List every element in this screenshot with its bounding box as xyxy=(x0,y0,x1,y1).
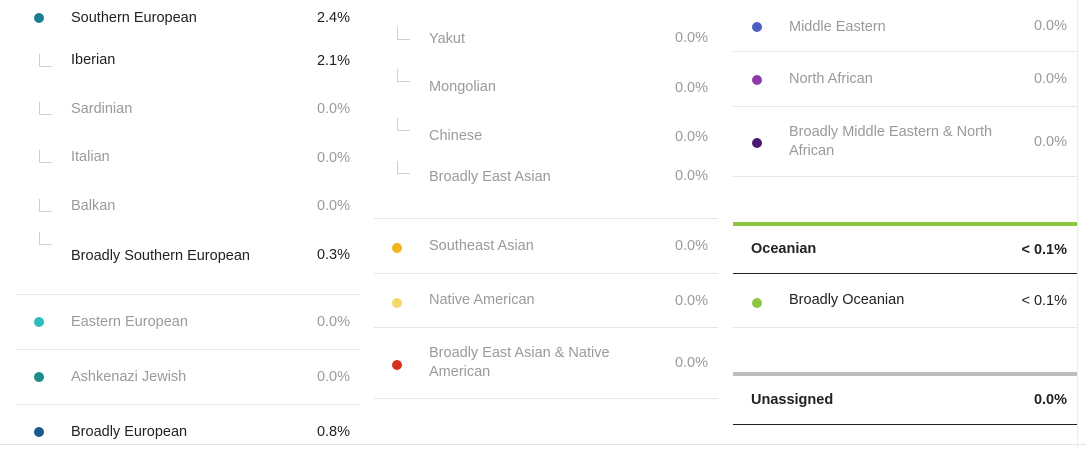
ancestry-row-north-african[interactable]: North African 0.0% xyxy=(733,52,1077,107)
ancestry-column-3: Middle Eastern 0.0% North African 0.0% B… xyxy=(733,0,1077,425)
row-percentage: 0.3% xyxy=(316,247,350,263)
spacer xyxy=(733,177,1077,222)
spacer xyxy=(733,328,1077,372)
ancestry-row-chinese[interactable]: Chinese 0.0% xyxy=(374,112,718,161)
row-percentage: 0.0% xyxy=(316,149,350,166)
row-percentage: 2.1% xyxy=(316,52,350,69)
tree-branch-icon xyxy=(39,54,52,67)
ancestry-row-middle-eastern[interactable]: Middle Eastern 0.0% xyxy=(733,0,1077,52)
tree-branch-icon xyxy=(397,27,410,40)
ancestry-column-1: Southern European 2.4% Iberian 2.1% Sard… xyxy=(16,0,360,459)
broadly-middle-eastern-north-african-color-dot xyxy=(752,138,762,148)
tree-branch-icon xyxy=(39,232,52,245)
row-percentage: 0.0% xyxy=(316,369,350,385)
row-label: Yakut xyxy=(429,31,466,47)
ashkenazi-jewish-color-dot xyxy=(34,372,44,382)
north-african-color-dot xyxy=(752,75,762,85)
eastern-european-color-dot xyxy=(34,317,44,327)
row-percentage: 0.0% xyxy=(674,30,708,46)
region-percentage: 0.0% xyxy=(1033,392,1067,408)
ancestry-row-iberian[interactable]: Iberian 2.1% xyxy=(16,36,360,85)
broadly-east-asian-native-american-color-dot xyxy=(392,360,402,370)
region-header-oceanian[interactable]: Oceanian < 0.1% xyxy=(733,226,1077,274)
row-percentage: 0.0% xyxy=(1033,71,1067,87)
row-label: North African xyxy=(789,70,873,87)
row-label: Broadly Southern European xyxy=(71,248,250,264)
broadly-european-color-dot xyxy=(34,427,44,437)
oceanian-region-rule xyxy=(733,222,1077,226)
region-percentage: < 0.1% xyxy=(1021,241,1067,258)
row-label: Broadly Middle Eastern & North African xyxy=(789,123,993,159)
tree-branch-icon xyxy=(39,150,52,163)
row-label: Broadly East Asian & Native American xyxy=(429,345,610,380)
broadly-oceanian-color-dot xyxy=(752,298,762,308)
row-label: Eastern European xyxy=(71,313,188,330)
ancestry-row-italian[interactable]: Italian 0.0% xyxy=(16,133,360,182)
row-percentage: 0.0% xyxy=(674,168,708,184)
row-label: Ashkenazi Jewish xyxy=(71,368,187,385)
southern-european-color-dot xyxy=(34,13,44,23)
ancestry-column-2: Yakut 0.0% Mongolian 0.0% Chinese 0.0% B… xyxy=(374,0,718,399)
row-percentage: 0.0% xyxy=(674,238,708,254)
ancestry-row-sardinian[interactable]: Sardinian 0.0% xyxy=(16,85,360,133)
row-label: Chinese xyxy=(429,128,483,144)
ancestry-row-broadly-middle-eastern-north-african[interactable]: Broadly Middle Eastern & North African 0… xyxy=(733,107,1077,177)
row-label: Southern European xyxy=(71,9,197,26)
row-percentage: 0.0% xyxy=(674,292,708,309)
row-label: Southeast Asian xyxy=(429,237,534,254)
region-header-unassigned[interactable]: Unassigned 0.0% xyxy=(733,376,1077,425)
middle-eastern-color-dot xyxy=(752,22,762,32)
ancestry-row-southeast-asian[interactable]: Southeast Asian 0.0% xyxy=(374,219,718,274)
row-label: Broadly European xyxy=(71,423,188,440)
tree-branch-icon xyxy=(39,102,52,115)
ancestry-row-yakut[interactable]: Yakut 0.0% xyxy=(374,0,718,63)
ancestry-row-southern-european[interactable]: Southern European 2.4% xyxy=(16,0,360,36)
row-label: Italian xyxy=(71,149,110,165)
row-label: Native American xyxy=(429,292,535,308)
row-percentage: 0.8% xyxy=(316,424,350,440)
ancestry-row-broadly-east-asian[interactable]: Broadly East Asian 0.0% xyxy=(374,161,718,219)
ancestry-row-ashkenazi-jewish[interactable]: Ashkenazi Jewish 0.0% xyxy=(16,350,360,405)
tree-branch-icon xyxy=(397,69,410,82)
page-right-divider xyxy=(1077,0,1078,448)
row-label: Sardinian xyxy=(71,100,133,117)
row-percentage: 0.0% xyxy=(674,128,708,145)
row-percentage: 2.4% xyxy=(316,10,350,26)
region-label: Unassigned xyxy=(751,391,834,408)
row-label: Iberian xyxy=(71,52,116,68)
row-percentage: 0.0% xyxy=(674,355,708,371)
ancestry-row-native-american[interactable]: Native American 0.0% xyxy=(374,274,718,328)
ancestry-row-broadly-oceanian[interactable]: Broadly Oceanian < 0.1% xyxy=(733,274,1077,328)
tree-branch-icon xyxy=(397,118,410,131)
row-percentage: 0.0% xyxy=(1033,133,1067,150)
tree-branch-icon xyxy=(39,199,52,212)
ancestry-row-broadly-southern-european[interactable]: Broadly Southern European 0.3% xyxy=(16,230,360,295)
row-percentage: 0.0% xyxy=(1033,18,1067,34)
row-percentage: 0.0% xyxy=(316,314,350,330)
ancestry-row-broadly-european[interactable]: Broadly European 0.8% xyxy=(16,405,360,459)
unassigned-region-rule xyxy=(733,372,1077,376)
ancestry-row-mongolian[interactable]: Mongolian 0.0% xyxy=(374,63,718,112)
row-label: Balkan xyxy=(71,197,116,214)
tree-branch-icon xyxy=(397,161,410,174)
row-percentage: 0.0% xyxy=(674,79,708,96)
row-label: Middle Eastern xyxy=(789,19,886,35)
southeast-asian-color-dot xyxy=(392,243,402,253)
row-label: Broadly Oceanian xyxy=(789,292,905,308)
row-percentage: < 0.1% xyxy=(1021,292,1067,309)
ancestry-row-eastern-european[interactable]: Eastern European 0.0% xyxy=(16,295,360,350)
page-bottom-divider xyxy=(0,444,1086,445)
native-american-color-dot xyxy=(392,298,402,308)
region-label: Oceanian xyxy=(751,241,817,257)
ancestry-row-broadly-east-asian-native-american[interactable]: Broadly East Asian & Native American 0.0… xyxy=(374,328,718,399)
row-label: Mongolian xyxy=(429,79,496,95)
row-percentage: 0.0% xyxy=(316,101,350,117)
ancestry-row-balkan[interactable]: Balkan 0.0% xyxy=(16,182,360,230)
row-label: Broadly East Asian xyxy=(429,169,551,185)
row-percentage: 0.0% xyxy=(316,198,350,214)
